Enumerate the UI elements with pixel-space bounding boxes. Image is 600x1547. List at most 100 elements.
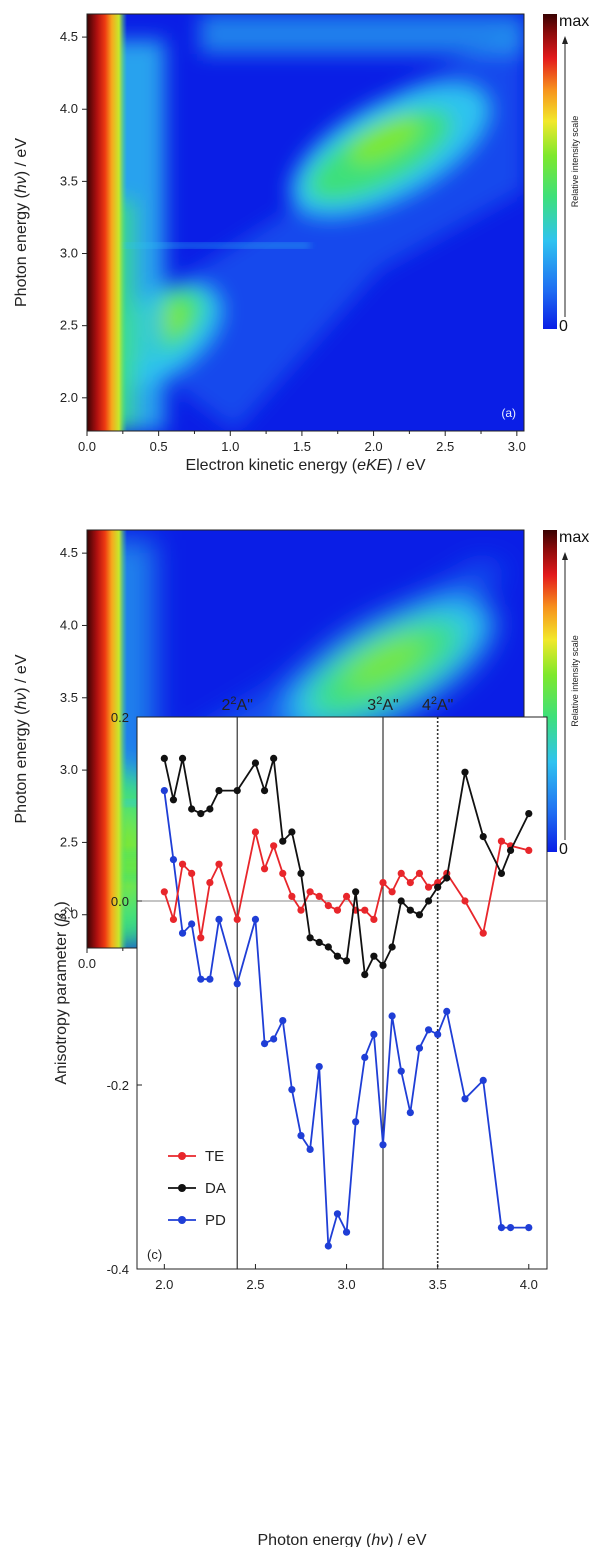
data-point — [525, 1224, 533, 1232]
x-tick-label: 4.0 — [520, 1277, 538, 1292]
colorbar-min-label: 0 — [559, 318, 568, 335]
data-point — [443, 874, 451, 882]
data-point — [333, 906, 342, 914]
data-point — [370, 952, 378, 960]
colorbar-arrow-head — [562, 36, 568, 44]
y-tick-label: 0.0 — [111, 894, 129, 909]
data-point — [206, 975, 214, 983]
x-tick-label: 2.0 — [155, 1277, 173, 1292]
data-point — [288, 828, 296, 836]
line-chart-panel-c: 22A" 32A" 42A" 2.0 2.5 3.0 3.5 4.0 -0.4 -0.2 0.0 0.… — [53, 695, 548, 1547]
data-point — [270, 1035, 278, 1043]
data-point — [233, 980, 241, 988]
data-point — [342, 957, 351, 965]
data-point — [315, 938, 323, 947]
data-point — [424, 1026, 433, 1034]
heatmap-a-axes: 0.0 0.5 1.0 1.5 2.0 2.5 3.0 2.0 2.5 3.0 3.5 4.0 4.5 E… — [13, 13, 589, 474]
colorbar-min-label: 0 — [559, 841, 568, 858]
data-point — [251, 828, 260, 836]
y-axis-label: Photon energy (hν) / eV — [13, 138, 30, 307]
data-point — [342, 892, 351, 901]
y-tick-label: 2.0 — [60, 390, 78, 405]
data-point — [497, 837, 506, 845]
panel-label: (a) — [501, 406, 516, 420]
colorbar-arrow-head — [562, 552, 568, 560]
data-point — [169, 915, 178, 924]
data-point — [506, 1224, 515, 1232]
legend-label: PD — [205, 1212, 226, 1229]
data-point — [434, 1030, 442, 1038]
data-point — [525, 846, 533, 855]
data-point — [497, 1224, 506, 1232]
data-point — [397, 1067, 405, 1075]
data-point — [270, 754, 278, 763]
data-point — [424, 883, 433, 891]
data-point — [178, 860, 187, 868]
data-point — [352, 1118, 360, 1126]
data-point — [479, 929, 487, 937]
data-point — [169, 856, 178, 864]
data-point — [288, 892, 296, 901]
heatmap-a-image — [87, 14, 524, 431]
data-point — [215, 860, 223, 868]
legend-marker — [178, 1152, 186, 1160]
data-point — [479, 833, 487, 841]
colorbar-max-label: max — [559, 529, 589, 546]
y-tick-label: 2.5 — [60, 834, 78, 849]
data-point — [361, 906, 369, 914]
data-point — [315, 892, 323, 901]
data-point — [461, 897, 469, 905]
y-axis-label: Anisotropy parameter (β2) — [53, 901, 75, 1084]
data-point — [197, 810, 205, 818]
data-point — [251, 759, 260, 767]
data-point — [324, 943, 332, 951]
data-point — [206, 805, 214, 813]
data-point — [188, 920, 196, 928]
data-point — [424, 897, 433, 905]
data-point — [251, 915, 260, 924]
data-point — [233, 787, 241, 795]
data-point — [260, 1040, 269, 1048]
data-point — [297, 869, 305, 878]
data-point — [288, 1086, 296, 1094]
x-tick-label: 1.0 — [221, 439, 239, 454]
x-tick-label: 2.5 — [246, 1277, 264, 1292]
y-tick-label: 3.5 — [60, 173, 78, 188]
legend-label: TE — [205, 1148, 224, 1165]
data-point — [461, 768, 469, 776]
data-point — [361, 971, 369, 979]
data-point — [315, 1063, 323, 1071]
data-point — [352, 888, 360, 896]
data-point — [297, 1132, 305, 1140]
data-point — [160, 787, 168, 795]
series-pd — [160, 787, 533, 1250]
data-point — [279, 869, 287, 878]
state-label: 42A" — [422, 695, 453, 714]
data-point — [342, 1228, 351, 1236]
y-axis-label: Photon energy (hν) / eV — [13, 654, 30, 823]
data-point — [215, 787, 223, 795]
data-point — [479, 1076, 487, 1084]
data-point — [197, 934, 205, 942]
x-tick-label: 3.5 — [429, 1277, 447, 1292]
x-tick-label: 0.0 — [78, 439, 96, 454]
y-tick-label: 2.0 — [60, 907, 78, 922]
data-point — [324, 902, 332, 910]
data-point — [406, 879, 414, 887]
panel-label: (c) — [147, 1247, 162, 1262]
data-point — [297, 906, 305, 914]
data-point — [406, 906, 414, 914]
series-da — [160, 754, 533, 979]
heatmap-panel-a — [86, 13, 525, 432]
plot-area — [136, 716, 548, 1270]
y-tick-label: 4.5 — [60, 545, 78, 560]
y-tick-label: 3.0 — [60, 246, 78, 261]
x-tick-label: 1.5 — [293, 439, 311, 454]
data-point — [461, 1095, 469, 1103]
y-tick-label: -0.2 — [107, 1078, 129, 1093]
data-point — [279, 837, 287, 845]
data-point — [188, 869, 196, 878]
data-point — [233, 915, 241, 924]
data-point — [270, 842, 278, 850]
data-point — [370, 1030, 378, 1038]
